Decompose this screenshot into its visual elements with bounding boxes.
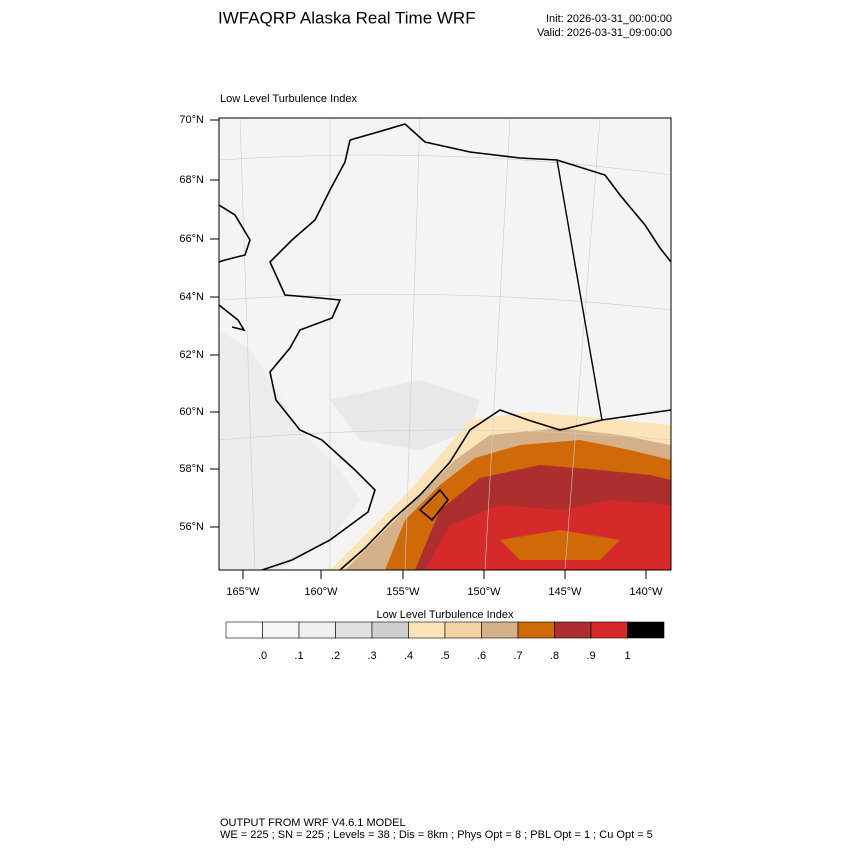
colorbar-label: .5 (440, 650, 449, 662)
footer-line2: WE = 225 ; SN = 225 ; Levels = 38 ; Dis … (220, 829, 653, 841)
turbulence-orange-band (500, 530, 620, 560)
lat-label: 66°N (179, 233, 204, 245)
map-subtitle: Low Level Turbulence Index (220, 93, 357, 105)
lat-label: 68°N (179, 174, 204, 186)
colorbar-label: .0 (258, 650, 267, 662)
valid-time: Valid: 2026-03-31_09:00:00 (537, 27, 672, 39)
lat-labels: 70°N 68°N 66°N 64°N 62°N 60°N 58°N 56°N (179, 114, 219, 533)
colorbar-label: 1 (624, 650, 630, 662)
lon-labels: 165°W 160°W 155°W 150°W 145°W 140°W (226, 570, 663, 598)
lon-label: 155°W (386, 586, 420, 598)
colorbar-label: .2 (331, 650, 340, 662)
land-shade (330, 380, 480, 450)
colorbar-box (481, 621, 519, 639)
lon-label: 165°W (226, 586, 260, 598)
colorbar-label: .8 (550, 650, 559, 662)
colorbar-box (444, 621, 482, 639)
colorbar-label: .4 (404, 650, 413, 662)
colorbar-box (627, 621, 665, 639)
lat-label: 58°N (179, 463, 204, 475)
colorbar-label: .7 (513, 650, 522, 662)
map (219, 118, 671, 570)
lat-label: 56°N (179, 521, 204, 533)
colorbar-box (225, 621, 263, 639)
ocean-shade (219, 330, 360, 570)
colorbar-box (262, 621, 300, 639)
colorbar-box (408, 621, 446, 639)
colorbar-box (335, 621, 373, 639)
colorbar-box (590, 621, 628, 639)
lat-label: 70°N (179, 114, 204, 126)
colorbar-label: .9 (586, 650, 595, 662)
colorbar-box (371, 621, 409, 639)
colorbar-label: .1 (294, 650, 303, 662)
lon-label: 160°W (304, 586, 338, 598)
lat-label: 64°N (179, 291, 204, 303)
lat-label: 62°N (179, 349, 204, 361)
colorbar-title: Low Level Turbulence Index (377, 609, 514, 621)
colorbar: .0 .1 .2 .3 .4 .5 .6 .7 .8 .9 1 (225, 621, 665, 662)
init-time: Init: 2026-03-31_00:00:00 (546, 13, 672, 25)
colorbar-box (554, 621, 592, 639)
colorbar-label: .6 (477, 650, 486, 662)
lon-label: 150°W (467, 586, 501, 598)
colorbar-label: .3 (367, 650, 376, 662)
coastline (219, 123, 671, 570)
footer-line1: OUTPUT FROM WRF V4.6.1 MODEL (220, 817, 406, 829)
border (556, 159, 603, 421)
map-frame (218, 117, 672, 571)
graticule (219, 118, 671, 570)
colorbar-box (517, 621, 555, 639)
colorbar-box (298, 621, 336, 639)
lat-label: 60°N (179, 406, 204, 418)
lon-label: 145°W (548, 586, 582, 598)
title: IWFAQRP Alaska Real Time WRF (218, 8, 476, 27)
lon-label: 140°W (629, 586, 663, 598)
